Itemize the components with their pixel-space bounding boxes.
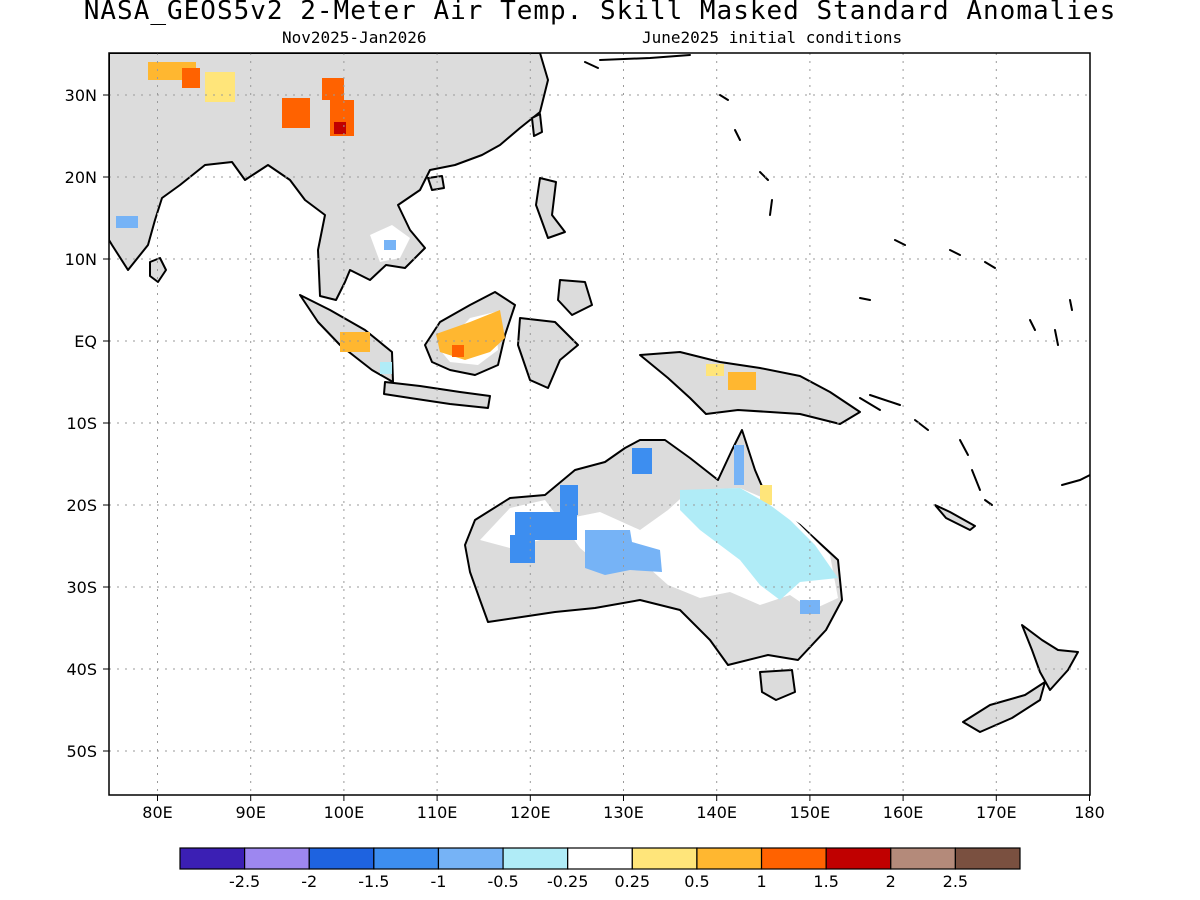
cool-anomaly-india [116,216,138,228]
latitude-label: 30N [65,86,97,105]
colorbar-swatch [825,847,892,870]
colorbar-swatch [954,847,1021,870]
forecast-period: Nov2025-Jan2026 [282,28,427,47]
colorbar-swatch [502,847,569,870]
philippines-luzon-land [535,177,566,239]
cool-anomaly-java [380,362,392,374]
colorbar-labels: -2.5 -2 -1.5 -1 -0.5 -0.25 0.25 0.5 1 1.5 2 2.5 [229,872,968,891]
colorbar-label: -1 [430,872,446,891]
longitude-label: 180 [1074,803,1105,822]
philippines-mindanao-land [557,279,593,316]
colorbar-swatch [696,847,763,870]
latitude-label: 20S [66,496,97,515]
colorbar-label: 1.5 [813,872,838,891]
graticule [109,53,1090,795]
map-area [109,53,1090,795]
map-frame [108,52,1091,796]
longitude-label: 170E [976,803,1017,822]
colorbar-label: -2.5 [229,872,260,891]
java-land [383,381,491,409]
warm-anomaly-new-guinea-2 [728,372,756,390]
tasmania-land [759,669,796,701]
warm-anomaly-new-guinea-1 [706,364,724,376]
longitude-label: 150E [790,803,831,822]
colorbar-swatch [567,847,633,870]
longitude-label: 140E [696,803,737,822]
colorbar-label: 1 [756,872,766,891]
colorbar-label: 0.25 [614,872,650,891]
warm-anomaly-yunnan-3 [334,122,346,134]
micronesia-islands [719,94,1073,346]
latitude-label: 50S [66,742,97,761]
colorbar-label: -2 [301,872,317,891]
longitude-label: 100E [324,803,365,822]
latitude-label: 30S [66,578,97,597]
nz-south-island-land [962,681,1046,733]
japan-islands [584,54,691,69]
colorbar-swatch [373,847,440,870]
longitude-label: 130E [603,803,644,822]
colorbar-swatch [760,847,827,870]
warm-anomaly-tibet-mid [182,68,200,88]
warm-anomaly-sumatra [340,332,370,352]
longitude-label: 160E [883,803,924,822]
warm-anomaly-queensland [760,485,772,505]
latitude-label: 10N [65,250,97,269]
latitude-label: EQ [74,332,97,351]
longitude-label: 90E [235,803,265,822]
sulawesi-land [517,317,579,389]
latitude-label: 20N [65,168,97,187]
taiwan-land [531,113,543,137]
colorbar-swatch [244,847,310,870]
map-title: NASA_GEOS5v2 2-Meter Air Temp. Skill Mas… [83,0,1117,26]
hainan-land [427,175,445,191]
colorbar [179,847,1021,870]
warm-anomaly-yunnan-1 [322,78,344,100]
colorbar-swatch [890,847,956,870]
longitude-label: 80E [142,803,172,822]
asia-mainland-land [109,53,549,301]
latitude-labels: 30N 20N 10N EQ 10S 20S 30S 40S 50S [65,86,97,761]
latitude-label: 40S [66,660,97,679]
colorbar-swatch [179,847,246,870]
colorbar-label: 2 [886,872,896,891]
new-caledonia-land [934,504,976,531]
cool-anomaly-wa-3 [560,485,578,515]
colorbar-label: 0.5 [684,872,709,891]
colorbar-swatch [631,847,698,870]
cool-anomaly-cape-york [734,445,744,485]
cool-anomaly-wa-2 [510,535,535,563]
colorbar-swatch [437,847,504,870]
cool-anomaly-queensland [680,488,838,600]
warm-anomaly-tibet-east [205,72,235,102]
initial-conditions: June2025 initial conditions [642,28,903,47]
colorbar-label: -0.25 [547,872,588,891]
cool-anomaly-north-australia [632,448,652,474]
cool-anomaly-indochina [384,240,396,250]
longitude-label: 120E [510,803,551,822]
nz-north-island-land [1021,624,1079,691]
latitude-label: 10S [66,414,97,433]
colorbar-label: -1.5 [358,872,389,891]
longitude-label: 110E [417,803,458,822]
vanuatu-islands [959,439,993,506]
solomon-islands [859,394,929,431]
fiji-islands [1061,474,1090,486]
warm-anomaly-borneo-core [452,345,464,357]
cool-anomaly-central-australia [585,530,662,575]
colorbar-label: -0.5 [487,872,518,891]
warm-anomaly-himalaya [282,98,310,128]
colorbar-swatch [308,847,375,870]
longitude-labels: 80E 90E 100E 110E 120E 130E 140E 150E 160E 170E 18… [142,803,1105,822]
colorbar-label: 2.5 [943,872,968,891]
